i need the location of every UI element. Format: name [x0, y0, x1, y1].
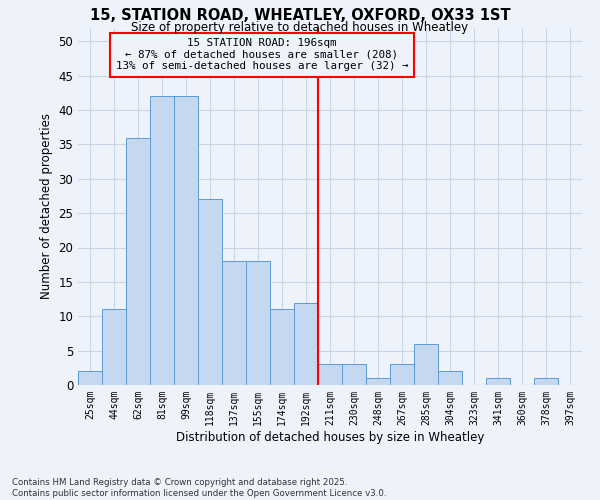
Bar: [366, 378, 390, 385]
Text: 15 STATION ROAD: 196sqm
← 87% of detached houses are smaller (208)
13% of semi-d: 15 STATION ROAD: 196sqm ← 87% of detache…: [116, 38, 408, 72]
Bar: [174, 96, 198, 385]
Bar: [486, 378, 510, 385]
Text: Contains HM Land Registry data © Crown copyright and database right 2025.
Contai: Contains HM Land Registry data © Crown c…: [12, 478, 386, 498]
Text: Size of property relative to detached houses in Wheatley: Size of property relative to detached ho…: [131, 21, 469, 34]
Bar: [414, 344, 438, 385]
Y-axis label: Number of detached properties: Number of detached properties: [40, 114, 53, 299]
Bar: [198, 200, 222, 385]
Bar: [534, 378, 558, 385]
Bar: [318, 364, 342, 385]
Bar: [126, 138, 150, 385]
Text: 15, STATION ROAD, WHEATLEY, OXFORD, OX33 1ST: 15, STATION ROAD, WHEATLEY, OXFORD, OX33…: [89, 8, 511, 22]
Bar: [246, 261, 270, 385]
X-axis label: Distribution of detached houses by size in Wheatley: Distribution of detached houses by size …: [176, 430, 484, 444]
Bar: [342, 364, 366, 385]
Bar: [270, 310, 294, 385]
Bar: [150, 96, 174, 385]
Bar: [102, 310, 126, 385]
Bar: [78, 371, 102, 385]
Bar: [294, 302, 318, 385]
Bar: [390, 364, 414, 385]
Bar: [438, 371, 462, 385]
Bar: [222, 261, 246, 385]
